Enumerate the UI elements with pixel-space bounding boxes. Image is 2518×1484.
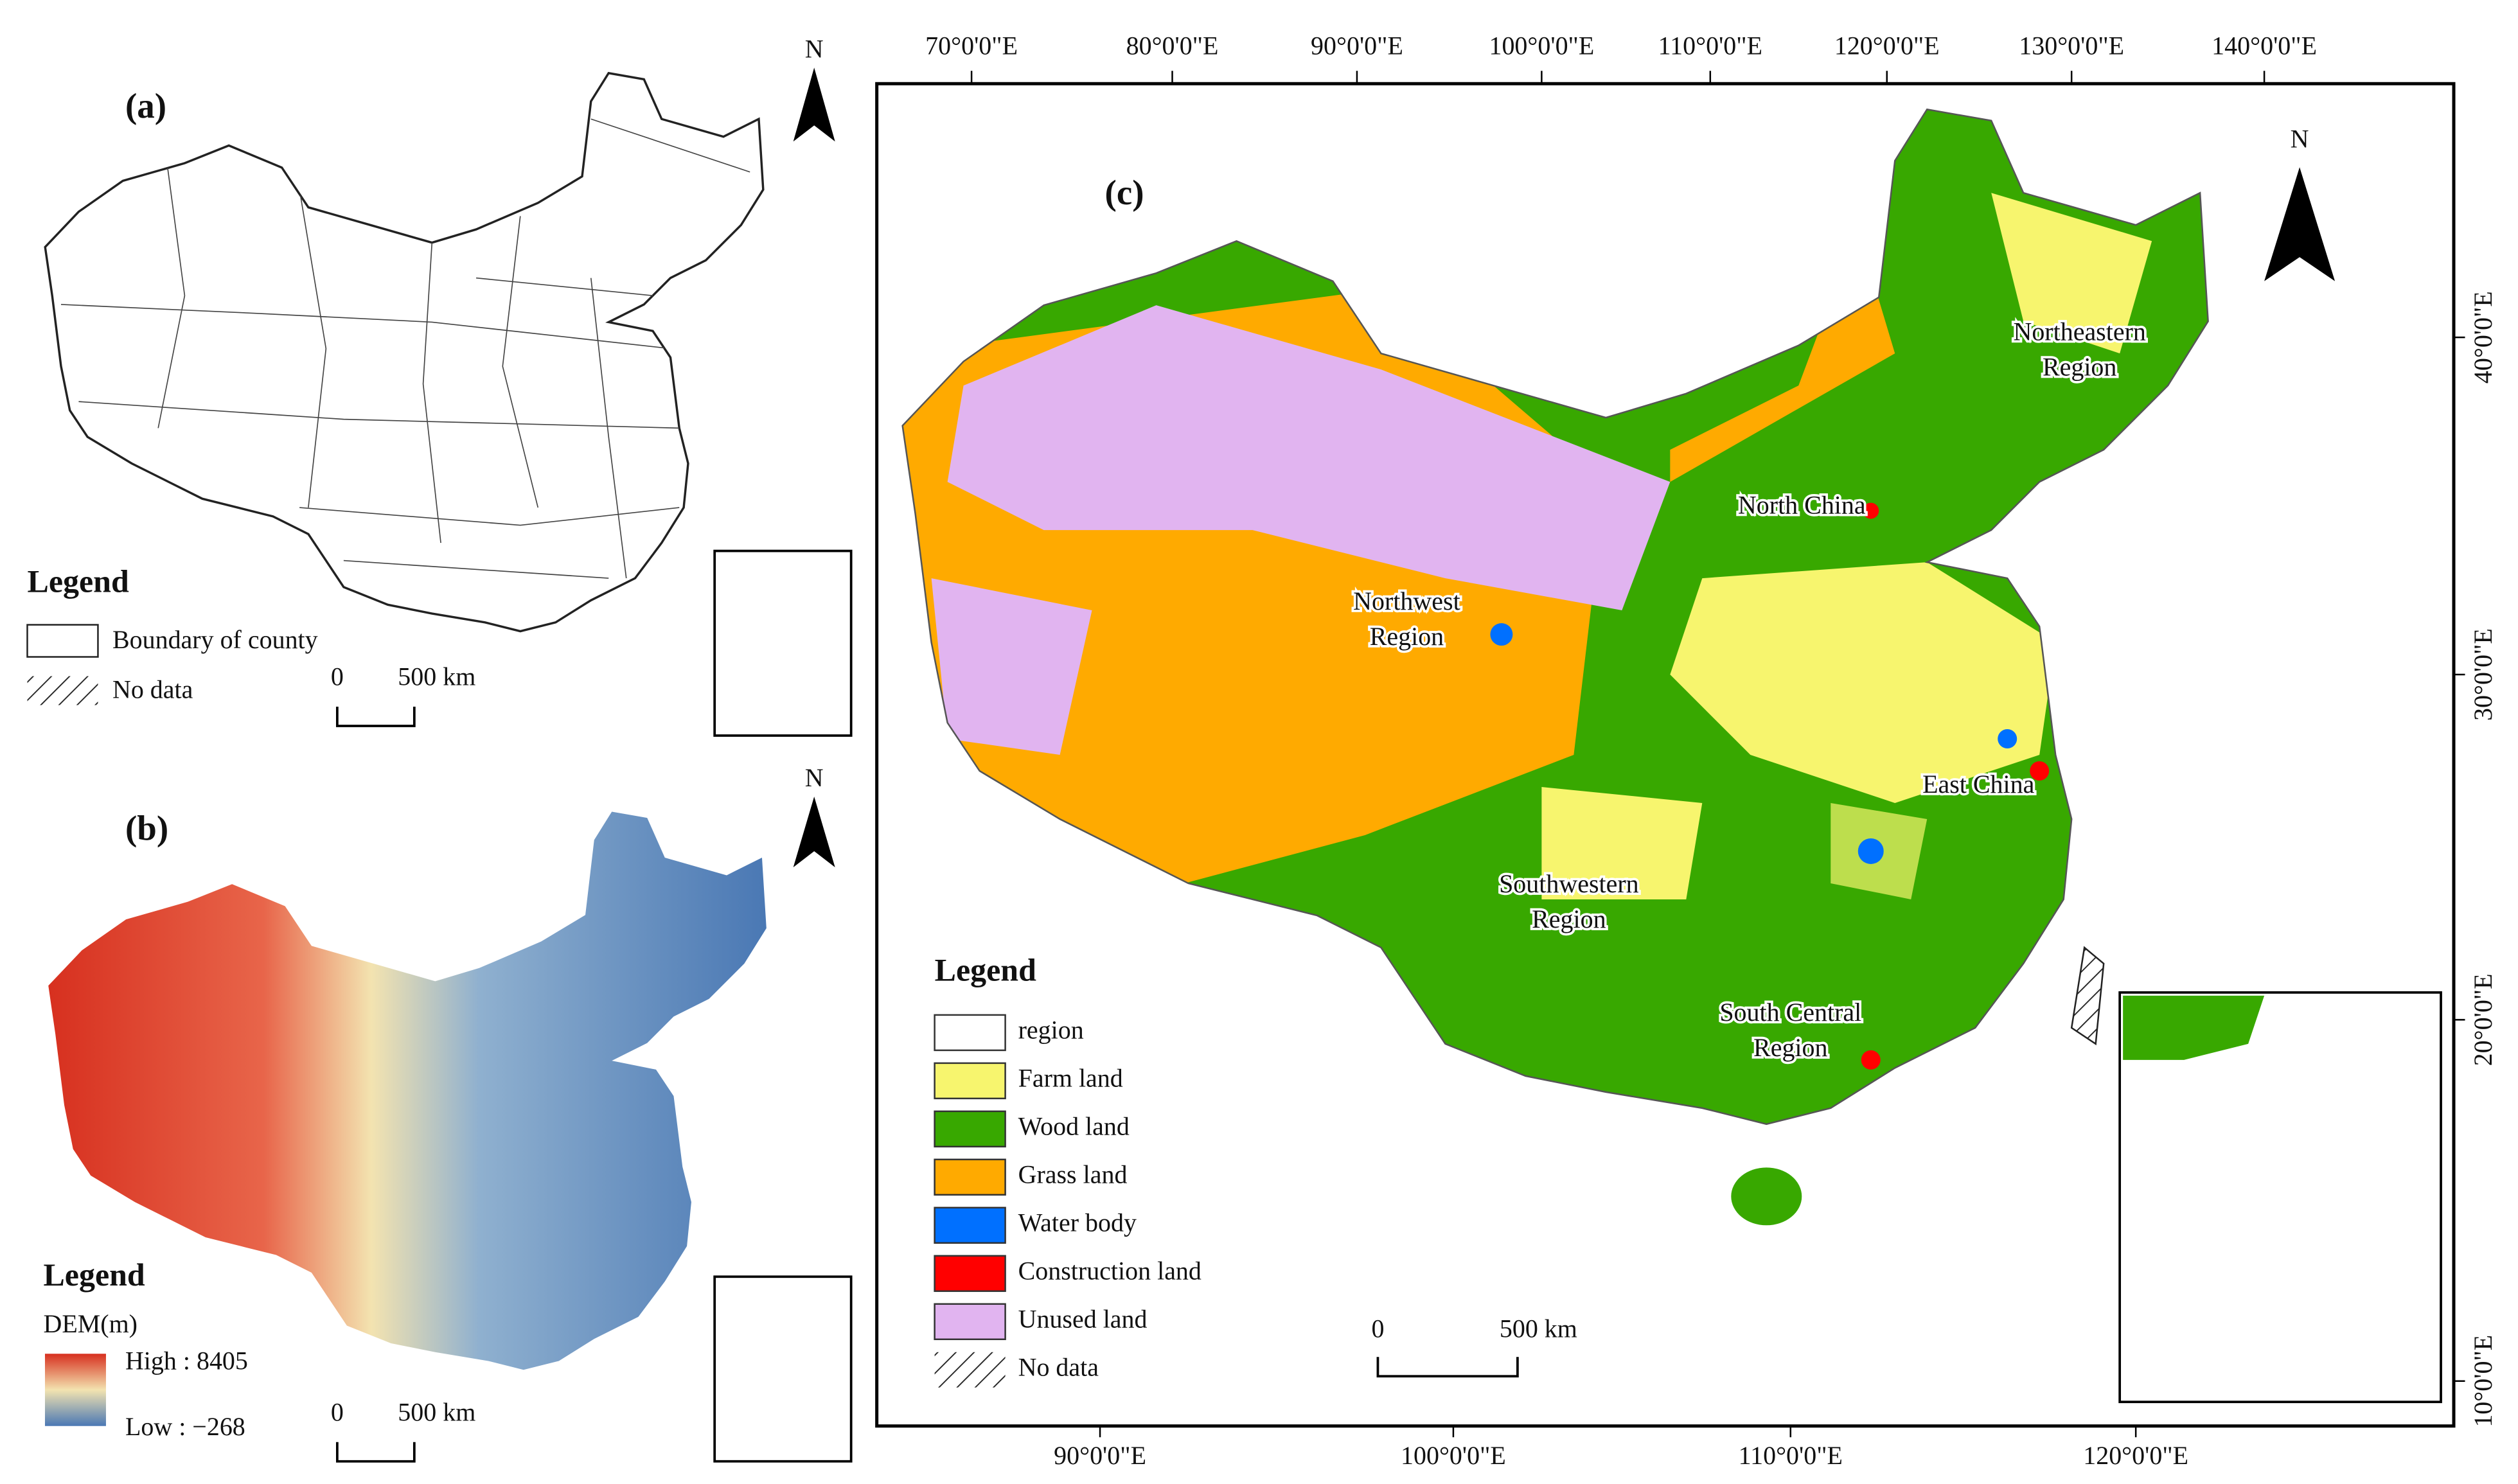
legend-label: Unused land [1018,1304,1148,1333]
panel-label: (a) [125,86,166,125]
north-arrow [2264,167,2336,281]
y-tick-label: 10°0'0"E [2469,1335,2497,1427]
legend-swatch [934,1303,1006,1341]
inset-land [2123,995,2265,1060]
legend-swatch [934,1062,1006,1100]
x-tick-label: 140°0'0"E [2212,31,2317,60]
legend-swatch [27,676,98,705]
x-tick-label: 100°0'0"E [1401,1441,1506,1470]
panel-b: (b) N Legend DEM(m) High : 8405 Low : −2… [43,763,853,1463]
region-label: Region [1370,622,1444,651]
scale-bar [1376,1357,1519,1378]
legend-title: Legend [27,563,129,599]
x-tick-label: 100°0'0"E [1489,31,1594,60]
legend-swatch [934,1206,1006,1244]
x-tick-label: 80°0'0"E [1126,31,1219,60]
x-tick-label: 110°0'0"E [1658,31,1762,60]
y-tick-label: 30°0'0"E [2469,628,2497,721]
legend-label: Wood land [1018,1112,1130,1141]
legend-label: region [1018,1016,1084,1045]
legend-swatch [934,1110,1006,1148]
legend-subtitle: DEM(m) [43,1309,137,1338]
legend-low: Low : −268 [125,1412,245,1441]
x-tick-label: 120°0'0"E [2083,1441,2188,1470]
north-label: N [805,763,824,792]
legend-high: High : 8405 [125,1346,248,1375]
legend-swatch [26,624,99,658]
north-label: N [2291,124,2309,153]
panel-c: (c) N Legend 0 500 km [875,82,2456,1428]
x-tick-label: 110°0'0"E [1739,1441,1843,1470]
scale-label: 500 km [398,662,475,691]
scale-label: 500 km [1500,1314,1577,1343]
y-tick-label: 40°0'0"E [2469,291,2497,384]
panel-a: (a) N Legend Boundary of county No data … [26,34,853,737]
y-tick-label: 20°0'0"E [2469,973,2497,1066]
legend-label: Grass land [1018,1160,1128,1188]
legend-label: No data [112,675,193,704]
panel-label: (b) [125,809,168,848]
inset-map [713,549,853,737]
legend-label: Construction land [1018,1256,1201,1285]
legend-swatch [934,1352,1006,1388]
scale-label: 500 km [398,1397,475,1426]
scale-label: 0 [331,662,344,691]
county-map [44,72,765,633]
scale-label: 0 [1371,1314,1384,1343]
panel-label: (c) [1105,173,1144,212]
x-tick-label: 90°0'0"E [1054,1441,1146,1470]
region-label: North China [1738,490,1866,519]
region-label: Region [1753,1033,1827,1062]
landuse-map [901,109,2209,1226]
inset-map [713,1275,853,1463]
legend-label: Boundary of county [112,625,318,654]
legend-title: Legend [43,1257,145,1293]
region-label: Northeastern [2013,317,2145,346]
region-label: Region [1532,905,1606,933]
x-tick-label: 90°0'0"E [1311,31,1403,60]
x-tick-label: 120°0'0"E [1834,31,1940,60]
scale-bar [335,1442,416,1463]
north-arrow [793,796,835,867]
scale-bar [335,707,416,727]
north-arrow [793,67,835,142]
x-tick-label: 70°0'0"E [925,31,1018,60]
region-label: Northwest [1353,587,1460,615]
region-label: Region [2043,352,2116,381]
region-label: East China [1922,770,2035,799]
legend-swatch [934,1158,1006,1196]
legend-swatch [934,1014,1006,1052]
dem-map [48,811,767,1370]
region-label: Southwestern [1499,869,1639,898]
legend-label: Water body [1018,1208,1137,1237]
legend-ramp [44,1354,106,1426]
legend-swatch [934,1255,1006,1293]
inset-map [2118,991,2442,1404]
north-label: N [805,34,824,63]
scale-label: 0 [331,1397,344,1426]
region-label: South Central [1719,998,1861,1027]
legend-label: Farm land [1018,1064,1123,1093]
legend-title: Legend [935,951,1036,987]
x-tick-label: 130°0'0"E [2019,31,2124,60]
legend-label: No data [1018,1352,1099,1381]
